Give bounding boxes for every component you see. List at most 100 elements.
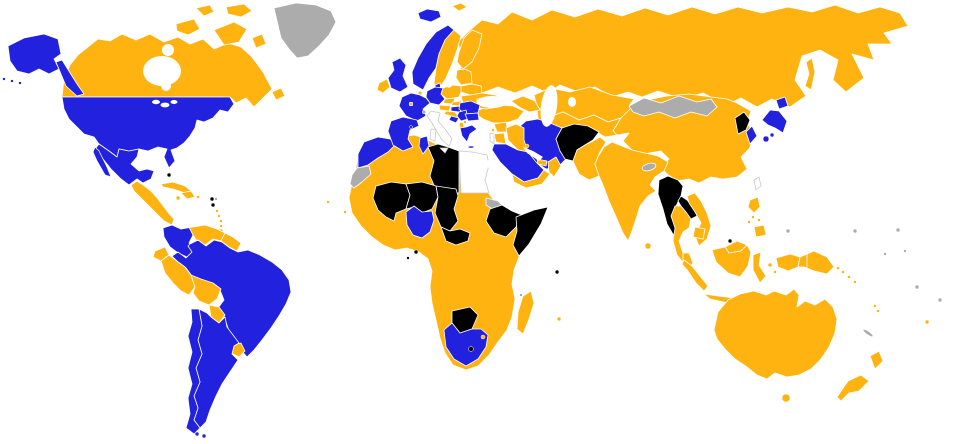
region-niger xyxy=(405,181,439,214)
region-greenland xyxy=(273,2,337,59)
great-lake-superior xyxy=(152,99,160,105)
region-indonesia-sulawesi xyxy=(752,251,767,284)
region-fiji xyxy=(924,319,930,325)
region-central-african-republic xyxy=(440,226,471,246)
region-guianas xyxy=(220,232,242,252)
region-chile xyxy=(185,308,203,435)
region-comoros xyxy=(519,293,523,297)
region-australia xyxy=(713,288,838,380)
aral-sea xyxy=(568,97,576,107)
region-israel xyxy=(489,132,495,145)
region-svalbard xyxy=(451,2,468,12)
region-arctic-4 xyxy=(195,4,215,17)
region-antilles-black-2 xyxy=(210,202,216,208)
region-south-africa xyxy=(443,322,489,367)
region-venezuela xyxy=(180,224,226,246)
region-aleutian-3 xyxy=(18,81,22,85)
region-japan-kyushu xyxy=(762,135,770,143)
region-pacific-4 xyxy=(883,252,887,256)
region-indonesia-borneo xyxy=(711,244,752,278)
region-indonesia-sumatra xyxy=(681,259,709,292)
region-pacific-7 xyxy=(937,297,943,303)
region-baja xyxy=(92,146,112,178)
region-alaska xyxy=(7,33,62,75)
region-tierra-del-fuego-2 xyxy=(201,433,207,439)
region-philippines-luzon xyxy=(747,196,761,214)
region-france xyxy=(398,92,431,122)
region-nigeria xyxy=(405,205,435,239)
region-france-marker xyxy=(409,102,413,106)
great-lake-michigan xyxy=(160,102,170,108)
region-cuba xyxy=(160,181,192,194)
region-italy xyxy=(426,110,453,147)
region-solomon-4 xyxy=(853,280,857,284)
region-arctic-1 xyxy=(175,18,201,36)
region-swaziland xyxy=(480,334,486,340)
region-pacific-5 xyxy=(903,249,907,253)
region-vanuatu-1 xyxy=(873,304,877,308)
region-central-america xyxy=(130,180,175,226)
james-bay xyxy=(161,81,171,91)
region-yemen xyxy=(511,169,551,189)
region-antilles-orange-3 xyxy=(219,219,223,223)
region-pacific-6 xyxy=(914,284,920,290)
region-russia xyxy=(457,4,909,108)
region-antilles-orange-4 xyxy=(219,224,223,228)
region-mongolia xyxy=(628,95,718,119)
region-philippines-visayas-1 xyxy=(751,215,755,219)
region-puerto-rico xyxy=(196,195,200,199)
region-pacific-3 xyxy=(895,227,901,233)
region-papua-new-guinea xyxy=(797,250,835,275)
region-tasmania xyxy=(781,393,791,403)
region-japan-shikoku xyxy=(769,132,775,138)
region-seychelles xyxy=(554,269,560,275)
region-greece xyxy=(459,124,478,143)
baltic-sea xyxy=(445,70,457,88)
region-philippines-mindanao xyxy=(753,224,767,238)
region-jamaica xyxy=(175,195,181,201)
region-pakistan xyxy=(572,136,607,181)
region-sakhalin xyxy=(804,57,816,91)
great-lake-ontario xyxy=(170,100,178,104)
region-caucasus xyxy=(510,95,541,113)
region-chad xyxy=(434,185,459,232)
region-himalaya-disputed xyxy=(641,162,657,172)
region-switzerland xyxy=(421,109,427,115)
region-balearics xyxy=(409,125,413,129)
black-sea xyxy=(477,96,507,108)
region-taiwan xyxy=(753,176,762,191)
region-cyprus xyxy=(491,128,495,132)
region-indonesia-molucca-2 xyxy=(773,270,777,274)
region-alaska-panhandle xyxy=(55,59,85,97)
region-uk xyxy=(387,57,409,93)
region-lesotho xyxy=(468,346,474,352)
region-sri-lanka xyxy=(644,242,652,250)
region-arctic-3 xyxy=(225,3,253,18)
region-somalia xyxy=(512,206,549,257)
region-uae xyxy=(536,158,548,167)
region-mauritius xyxy=(556,316,562,322)
region-iceland xyxy=(417,8,442,23)
region-bulgaria xyxy=(464,112,480,122)
region-solomon-1 xyxy=(836,266,840,270)
hudson-bay xyxy=(143,56,181,86)
region-united-states xyxy=(61,96,235,169)
region-egypt xyxy=(458,150,490,194)
region-ireland xyxy=(376,78,391,94)
region-libya xyxy=(427,143,460,194)
region-jordan xyxy=(493,132,507,145)
caspian-sea xyxy=(540,85,558,127)
region-finland xyxy=(456,29,483,70)
region-kuwait xyxy=(524,143,530,149)
region-philippines-visayas-2 xyxy=(757,218,761,222)
region-cambodia xyxy=(692,226,706,240)
region-syria xyxy=(493,121,509,133)
region-vietnam xyxy=(686,192,712,247)
region-serbia xyxy=(456,109,469,122)
region-western-sahara xyxy=(349,165,372,189)
region-solomon-3 xyxy=(847,275,851,279)
region-indonesia-west-papua xyxy=(775,253,801,272)
region-mexico xyxy=(94,143,155,186)
region-hispaniola xyxy=(180,190,196,200)
